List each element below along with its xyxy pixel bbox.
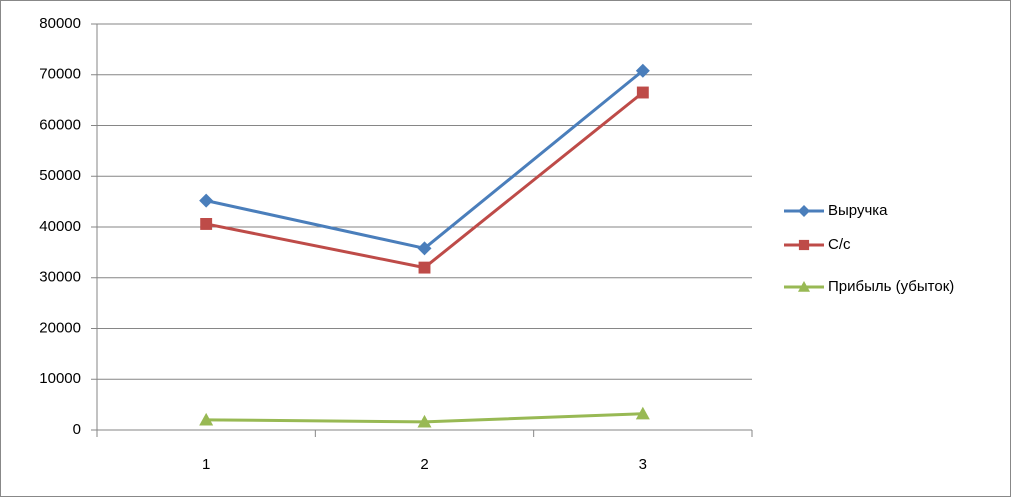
y-tick-label: 80000 [39,15,81,32]
marker [417,414,432,428]
x-tick-label: 2 [420,456,428,473]
legend-label: Прибыль (убыток) [828,278,954,295]
y-tick-label: 50000 [39,167,81,184]
marker [199,412,214,426]
marker [635,63,650,78]
legend-marker [798,205,810,217]
marker [418,261,431,274]
y-tick-label: 30000 [39,269,81,286]
y-tick-label: 60000 [39,116,81,133]
legend-marker [798,239,810,251]
marker [417,241,432,256]
x-tick-label: 3 [639,456,647,473]
legend-marker [798,281,810,292]
y-tick-label: 10000 [39,370,81,387]
y-tick-label: 40000 [39,218,81,235]
marker [636,86,649,99]
legend-label: С/с [828,236,851,253]
x-tick-label: 1 [202,456,210,473]
legend-label: Выручка [828,202,888,219]
marker [200,218,213,230]
marker [635,406,650,420]
y-tick-label: 0 [73,421,81,438]
y-tick-label: 70000 [39,66,81,83]
y-tick-label: 20000 [39,319,81,336]
marker [199,193,214,208]
